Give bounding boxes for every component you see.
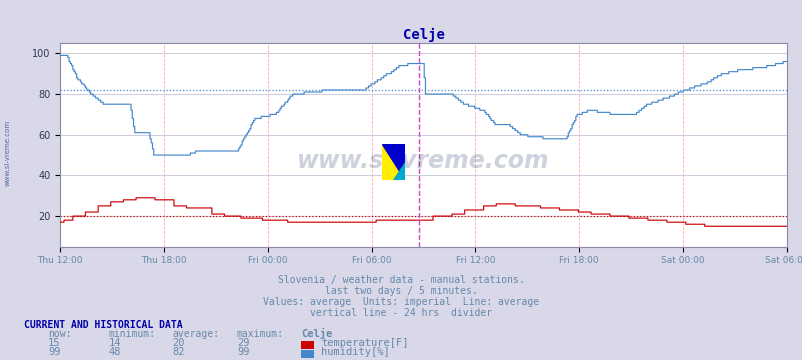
Text: 99: 99 (237, 347, 249, 357)
Text: average:: average: (172, 329, 220, 339)
Text: 82: 82 (172, 347, 185, 357)
Text: vertical line - 24 hrs  divider: vertical line - 24 hrs divider (310, 308, 492, 318)
Text: last two days / 5 minutes.: last two days / 5 minutes. (325, 286, 477, 296)
Text: 14: 14 (108, 338, 121, 348)
Text: Values: average  Units: imperial  Line: average: Values: average Units: imperial Line: av… (263, 297, 539, 307)
Text: www.si-vreme.com: www.si-vreme.com (297, 149, 549, 173)
Text: Slovenia / weather data - manual stations.: Slovenia / weather data - manual station… (277, 275, 525, 285)
Text: now:: now: (48, 329, 71, 339)
Text: humidity[%]: humidity[%] (321, 347, 390, 357)
Text: Celje: Celje (301, 328, 332, 339)
Polygon shape (393, 162, 404, 180)
Text: 29: 29 (237, 338, 249, 348)
Text: www.si-vreme.com: www.si-vreme.com (5, 120, 11, 186)
Text: 99: 99 (48, 347, 61, 357)
Polygon shape (382, 144, 404, 180)
Title: Celje: Celje (402, 28, 444, 42)
Polygon shape (382, 144, 404, 180)
Text: 48: 48 (108, 347, 121, 357)
Text: minimum:: minimum: (108, 329, 156, 339)
Text: maximum:: maximum: (237, 329, 284, 339)
Text: temperature[F]: temperature[F] (321, 338, 408, 348)
Text: 15: 15 (48, 338, 61, 348)
Text: 20: 20 (172, 338, 185, 348)
Text: CURRENT AND HISTORICAL DATA: CURRENT AND HISTORICAL DATA (24, 320, 183, 330)
